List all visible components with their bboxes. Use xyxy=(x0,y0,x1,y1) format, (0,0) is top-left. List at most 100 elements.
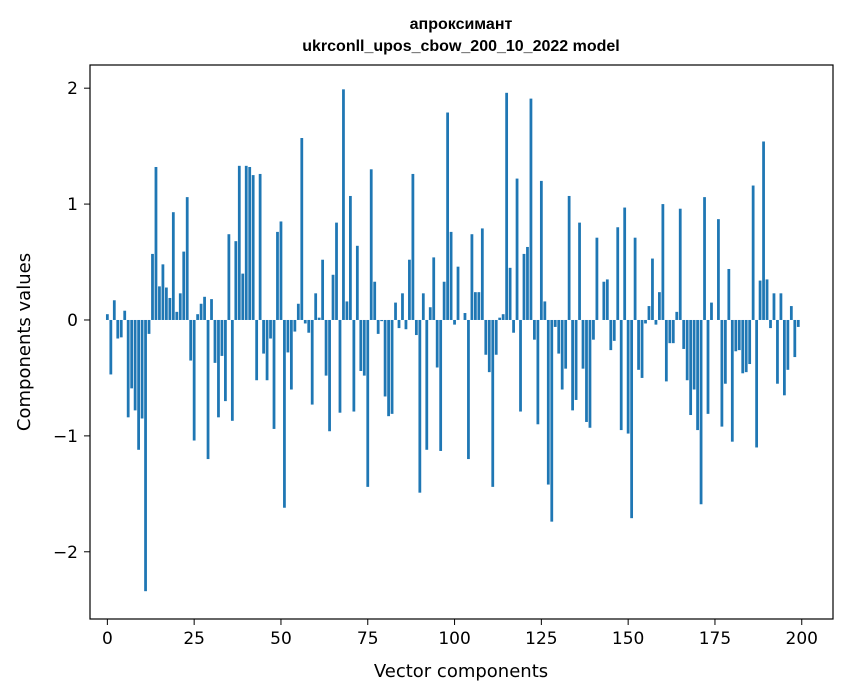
bar-component-81 xyxy=(387,319,390,417)
bar-component-137 xyxy=(581,319,585,369)
bar-component-173 xyxy=(706,319,710,414)
bar-component-65 xyxy=(331,274,335,320)
bar-component-189 xyxy=(762,141,765,320)
bar-component-167 xyxy=(685,319,689,381)
bar-component-66 xyxy=(335,222,338,320)
bar-component-0 xyxy=(105,314,109,320)
bar-component-194 xyxy=(779,293,783,320)
bar-component-24 xyxy=(189,319,193,361)
bar-component-56 xyxy=(300,138,304,320)
bar-component-152 xyxy=(633,237,637,320)
bar-component-161 xyxy=(664,319,668,382)
bar-component-42 xyxy=(251,175,255,320)
bar-component-54 xyxy=(293,319,297,332)
bar-component-91 xyxy=(421,293,425,320)
bar-component-26 xyxy=(196,314,200,320)
bar-component-182 xyxy=(737,319,741,351)
bar-component-150 xyxy=(626,319,630,434)
bar-component-72 xyxy=(355,245,359,320)
bar-component-30 xyxy=(210,299,213,320)
x-tick-label: 200 xyxy=(786,629,818,649)
bar-component-46 xyxy=(265,319,269,381)
bar-component-154 xyxy=(640,319,644,378)
bar-component-111 xyxy=(491,319,495,487)
bar-component-7 xyxy=(130,319,134,389)
bar-component-117 xyxy=(512,319,515,333)
bar-component-162 xyxy=(668,319,672,344)
bar-component-148 xyxy=(619,319,623,431)
bar-component-63 xyxy=(324,319,328,376)
x-tick-label: 75 xyxy=(357,629,379,649)
bar-component-58 xyxy=(307,319,311,333)
bar-component-85 xyxy=(401,293,404,320)
x-tick-label: 125 xyxy=(525,629,557,649)
bar-component-22 xyxy=(182,251,186,320)
bar-component-32 xyxy=(217,319,220,418)
bar-component-55 xyxy=(296,303,300,320)
bar-component-51 xyxy=(283,319,286,508)
bar-component-79 xyxy=(380,319,384,322)
bar-component-170 xyxy=(696,319,699,431)
bar-component-165 xyxy=(678,208,682,320)
bar-component-62 xyxy=(321,259,325,320)
bar-component-123 xyxy=(533,319,536,340)
bar-component-2 xyxy=(112,300,116,320)
bar-component-11 xyxy=(144,319,147,592)
bar-component-113 xyxy=(498,317,502,320)
chart-title: апроксимант xyxy=(410,16,513,33)
bar-component-41 xyxy=(248,166,252,320)
bar-component-73 xyxy=(359,319,363,371)
bar-component-178 xyxy=(723,319,727,384)
bar-component-97 xyxy=(442,281,446,320)
y-axis-label: Components values xyxy=(14,253,35,431)
bar-component-76 xyxy=(369,169,373,320)
bar-component-31 xyxy=(213,319,217,363)
bar-component-141 xyxy=(595,237,599,320)
y-tick-label: 1 xyxy=(67,195,78,215)
bar-component-138 xyxy=(585,319,588,422)
bar-component-109 xyxy=(484,319,488,355)
bar-component-19 xyxy=(171,212,175,320)
bar-component-192 xyxy=(772,293,776,320)
bar-component-126 xyxy=(543,301,547,320)
bar-component-67 xyxy=(338,319,342,413)
bar-component-88 xyxy=(411,173,415,320)
bar-component-9 xyxy=(137,319,140,450)
bar-component-145 xyxy=(609,319,613,351)
bar-component-99 xyxy=(449,231,453,320)
bar-component-132 xyxy=(564,319,568,369)
bar-component-147 xyxy=(616,227,620,320)
bar-component-69 xyxy=(345,301,349,320)
bar-component-184 xyxy=(744,319,748,373)
bar-component-27 xyxy=(199,303,203,320)
bar-component-120 xyxy=(522,253,526,320)
bar-component-156 xyxy=(647,306,651,320)
bar-component-10 xyxy=(140,319,144,419)
bar-component-169 xyxy=(692,319,696,390)
bar-component-6 xyxy=(126,319,130,418)
bar-component-183 xyxy=(741,319,745,374)
y-tick-label: 0 xyxy=(67,311,78,331)
bar-component-20 xyxy=(175,311,179,320)
bar-component-196 xyxy=(786,319,790,370)
bar-component-21 xyxy=(178,293,182,320)
bar-component-28 xyxy=(203,296,206,320)
bar-component-149 xyxy=(623,207,627,320)
bar-component-23 xyxy=(185,197,189,320)
y-tick-label: 2 xyxy=(67,79,78,99)
x-tick-label: 0 xyxy=(102,629,113,649)
bar-component-172 xyxy=(703,197,706,320)
bar-component-45 xyxy=(262,319,265,354)
bar-component-25 xyxy=(192,319,196,441)
bar-component-98 xyxy=(446,112,450,320)
bar-component-160 xyxy=(661,204,665,320)
chart-subtitle: ukrconll_upos_cbow_200_10_2022 model xyxy=(302,38,619,55)
bar-component-118 xyxy=(515,178,519,320)
bar-component-74 xyxy=(362,319,366,376)
bar-component-93 xyxy=(428,307,432,320)
bar-component-43 xyxy=(255,319,259,381)
bar-component-33 xyxy=(220,319,224,356)
bar-component-164 xyxy=(675,311,679,320)
bar-component-116 xyxy=(508,267,512,320)
bar-component-122 xyxy=(529,98,533,320)
